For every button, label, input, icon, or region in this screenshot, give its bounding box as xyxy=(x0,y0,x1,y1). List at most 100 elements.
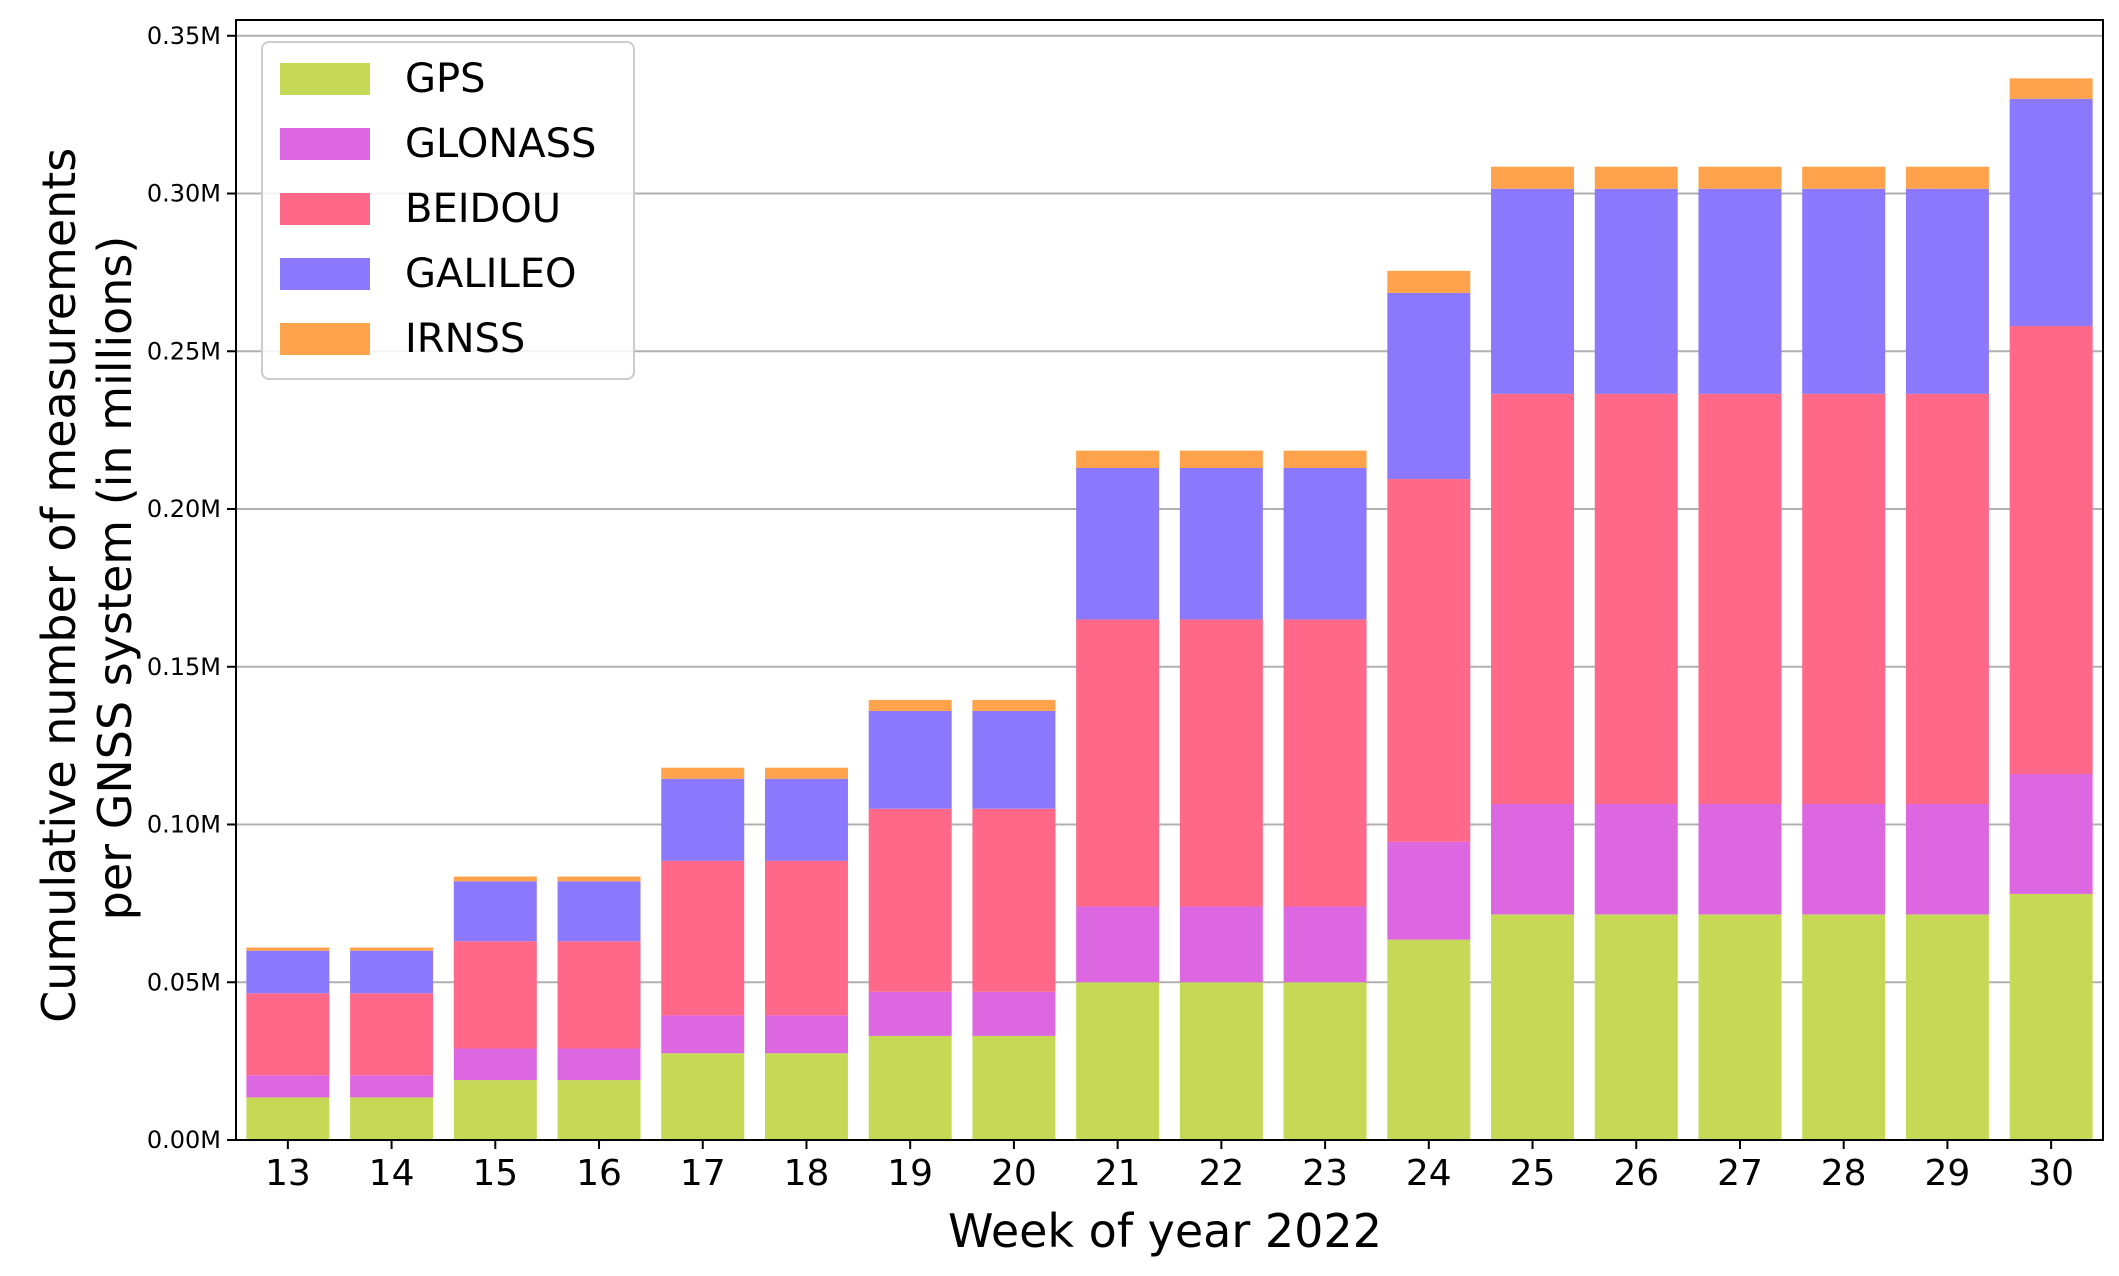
bar-irnss xyxy=(764,767,848,779)
bar-beidou xyxy=(972,808,1056,992)
bar-glonass xyxy=(1076,906,1160,983)
bar-irnss xyxy=(2009,78,2093,99)
bar-gps xyxy=(350,1097,434,1140)
bar-galileo xyxy=(1802,188,1886,394)
x-tick-label: 16 xyxy=(576,1153,622,1194)
bar-stack-week-20 xyxy=(972,699,1056,1140)
legend-item-glonass: GLONASS xyxy=(280,121,596,167)
x-tick-label: 26 xyxy=(1613,1153,1659,1194)
legend-label: GPS xyxy=(405,56,486,102)
bar-stack-week-30 xyxy=(2009,78,2093,1140)
bar-beidou xyxy=(1076,619,1160,907)
bar-stack-week-15 xyxy=(453,876,537,1140)
bar-glonass xyxy=(1802,804,1886,915)
bar-irnss xyxy=(350,947,434,951)
bar-gps xyxy=(1698,914,1782,1140)
bar-stack-week-19 xyxy=(868,699,952,1140)
bar-gps xyxy=(246,1097,330,1140)
bar-beidou xyxy=(453,941,537,1049)
bar-glonass xyxy=(1491,804,1575,915)
bar-glonass xyxy=(868,991,952,1036)
y-axis-title-line-1: Cumulative number of measurements xyxy=(32,148,86,1023)
bar-gps xyxy=(1179,982,1263,1140)
bar-stack-week-21 xyxy=(1076,450,1160,1140)
bar-galileo xyxy=(1387,292,1471,480)
bar-irnss xyxy=(972,699,1056,711)
bar-irnss xyxy=(1905,166,1989,189)
bar-glonass xyxy=(1387,841,1471,940)
bar-gps xyxy=(1802,914,1886,1140)
bar-glonass xyxy=(661,1015,745,1054)
x-tick-label: 19 xyxy=(887,1153,933,1194)
bar-galileo xyxy=(453,881,537,942)
bar-stacks xyxy=(246,78,2093,1140)
legend-frame xyxy=(261,41,635,380)
bar-irnss xyxy=(1802,166,1886,189)
bar-stack-week-13 xyxy=(246,947,330,1140)
bar-galileo xyxy=(661,778,745,861)
bar-galileo xyxy=(764,778,848,861)
bar-irnss xyxy=(1698,166,1782,189)
legend-label: BEIDOU xyxy=(405,186,561,232)
bar-glonass xyxy=(246,1075,330,1098)
bar-gps xyxy=(557,1080,641,1140)
legend-item-galileo: GALILEO xyxy=(280,251,576,297)
x-tick-label: 29 xyxy=(1925,1153,1971,1194)
bar-glonass xyxy=(1698,804,1782,915)
legend-swatch xyxy=(280,128,370,160)
bar-glonass xyxy=(972,991,1056,1036)
bar-gps xyxy=(1905,914,1989,1140)
x-tick-label: 14 xyxy=(369,1153,415,1194)
legend-item-irnss: IRNSS xyxy=(280,316,525,362)
bar-glonass xyxy=(764,1015,848,1054)
bar-gps xyxy=(1387,939,1471,1140)
bar-irnss xyxy=(1387,270,1471,293)
bar-irnss xyxy=(453,876,537,882)
bar-irnss xyxy=(1179,450,1263,468)
bar-beidou xyxy=(1802,393,1886,804)
bar-glonass xyxy=(1905,804,1989,915)
bar-glonass xyxy=(453,1048,537,1081)
x-axis-title: Week of year 2022 xyxy=(948,1204,1382,1258)
bar-gps xyxy=(1594,914,1678,1140)
bar-irnss xyxy=(246,947,330,951)
x-tick-label: 17 xyxy=(680,1153,726,1194)
legend-label: GLONASS xyxy=(405,121,596,167)
bar-beidou xyxy=(1179,619,1263,907)
bar-stack-week-22 xyxy=(1179,450,1263,1140)
bar-gps xyxy=(1076,982,1160,1140)
bar-gps xyxy=(972,1035,1056,1140)
legend-item-gps: GPS xyxy=(280,56,486,102)
bar-stack-week-14 xyxy=(350,947,434,1140)
y-tick-label: 0.35M xyxy=(147,22,221,50)
x-axis: 13 14 15 16 17 18 19 20 21 22 23 24 25 26 27 28 29 30 xyxy=(265,1140,2074,1194)
bar-beidou xyxy=(2009,326,2093,775)
bar-galileo xyxy=(1905,188,1989,394)
plot-frame xyxy=(235,19,2104,1141)
x-tick-label: 24 xyxy=(1406,1153,1452,1194)
legend-swatch xyxy=(280,258,370,290)
x-tick-label: 18 xyxy=(784,1153,830,1194)
bar-stack-week-28 xyxy=(1802,166,1886,1140)
x-tick-label: 20 xyxy=(991,1153,1037,1194)
bar-galileo xyxy=(350,950,434,994)
bar-beidou xyxy=(1594,393,1678,804)
x-tick-label: 30 xyxy=(2028,1153,2074,1194)
legend-swatch xyxy=(280,63,370,95)
bar-beidou xyxy=(868,808,952,992)
bar-galileo xyxy=(2009,98,2093,327)
bar-irnss xyxy=(1283,450,1367,468)
x-tick-label: 27 xyxy=(1717,1153,1763,1194)
legend-item-beidou: BEIDOU xyxy=(280,186,561,232)
bar-beidou xyxy=(350,993,434,1076)
bar-beidou xyxy=(661,860,745,1016)
y-axis-title-line-2: per GNSS system (in millions) xyxy=(88,236,142,921)
bar-irnss xyxy=(1491,166,1575,189)
bar-galileo xyxy=(557,881,641,942)
bar-irnss xyxy=(661,767,745,779)
bar-stack-week-16 xyxy=(557,876,641,1140)
bar-galileo xyxy=(1594,188,1678,394)
bar-beidou xyxy=(764,860,848,1016)
x-tick-label: 28 xyxy=(1821,1153,1867,1194)
